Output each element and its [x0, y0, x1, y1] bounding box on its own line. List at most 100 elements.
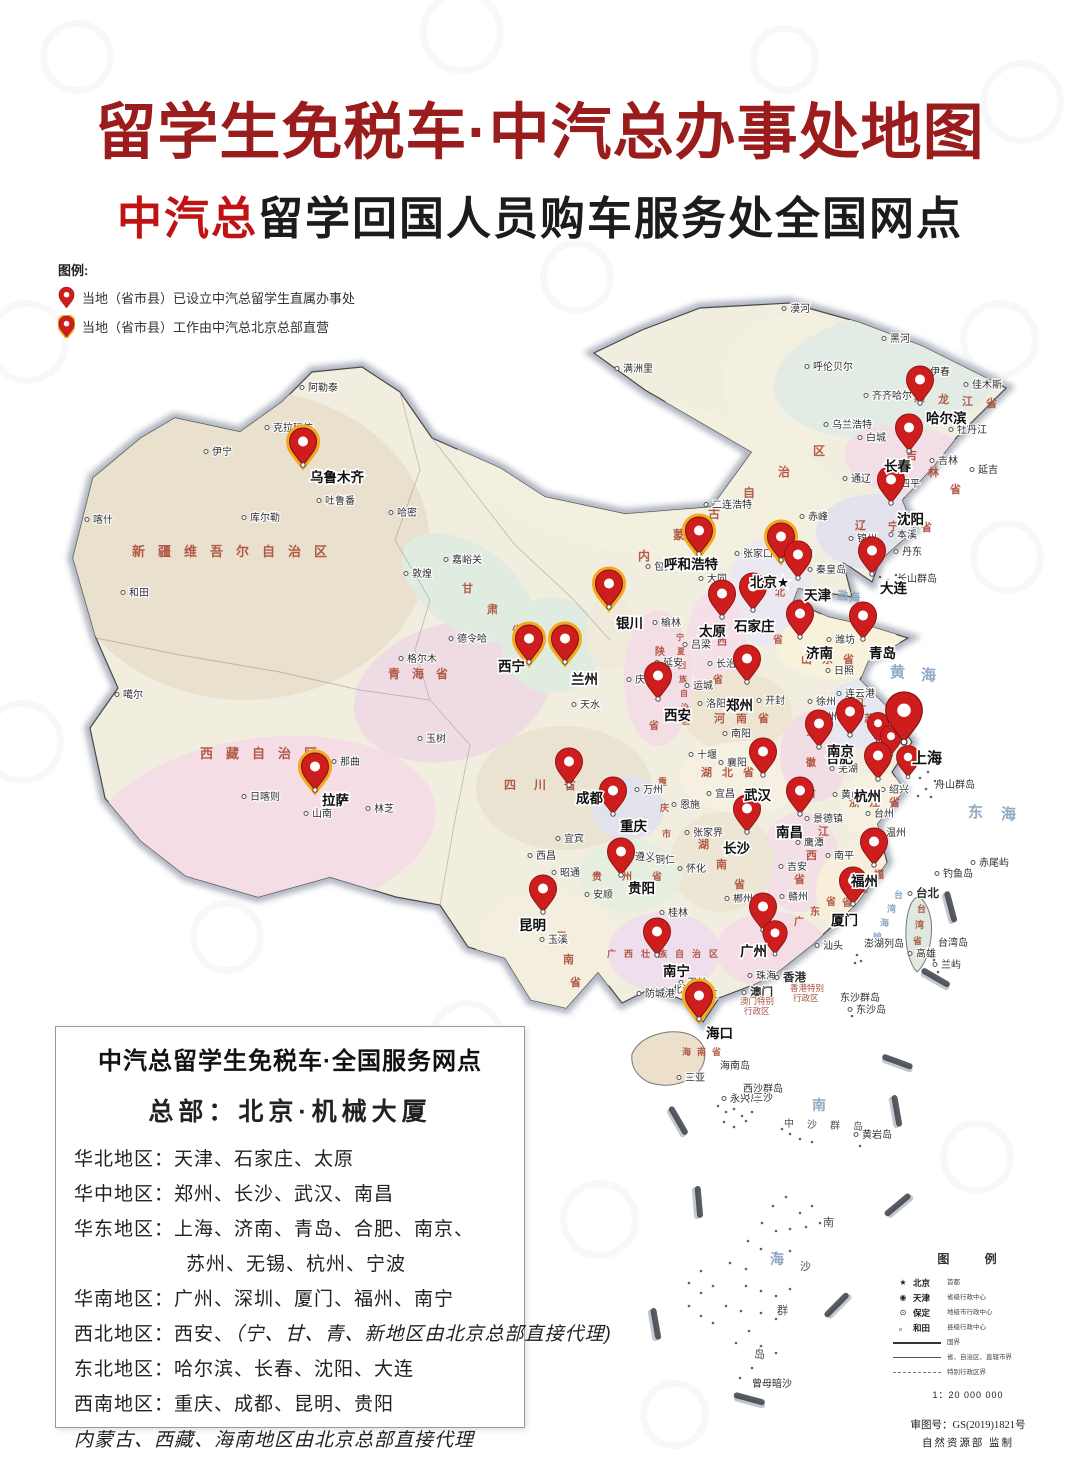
svg-text:省: 省: [949, 482, 961, 496]
svg-text:澳门特别: 澳门特别: [740, 996, 774, 1006]
svg-text:广: 广: [607, 948, 616, 959]
direct-office-pin[interactable]: [838, 866, 868, 907]
legend-title: 图例:: [58, 263, 89, 278]
direct-office-pin[interactable]: [785, 599, 815, 640]
direct-office-pin[interactable]: [783, 540, 813, 581]
city-dot: [963, 382, 969, 387]
city-label: 三沙: [753, 1092, 773, 1104]
subtitle-brand: 中汽总: [116, 194, 258, 244]
city-label: 西昌: [536, 850, 556, 862]
direct-office-pin[interactable]: [876, 465, 906, 506]
city-dot: [448, 636, 454, 641]
hq-office-pin[interactable]: [547, 621, 583, 668]
svg-text:新: 新: [132, 544, 145, 559]
city-dot: [781, 306, 787, 311]
svg-text:川: 川: [533, 778, 546, 792]
direct-office-pin[interactable]: [785, 776, 815, 817]
direct-office-pin[interactable]: [896, 745, 920, 780]
direct-office-pin[interactable]: [905, 365, 935, 406]
hq-office-pin[interactable]: [297, 749, 333, 796]
svg-text:南: 南: [716, 857, 727, 871]
direct-office-pin[interactable]: [528, 874, 558, 915]
city-dot: [203, 449, 209, 454]
office-pin-label: 南宁: [663, 963, 690, 979]
hq-office-pin[interactable]: [511, 621, 547, 668]
svg-text:南: 南: [697, 1046, 706, 1057]
city-label: 台北: [916, 886, 939, 900]
city-dot: [698, 576, 704, 581]
hq-office-pin[interactable]: [681, 978, 717, 1025]
direct-office-pin[interactable]: [554, 747, 584, 788]
city-dot: [684, 830, 690, 835]
direct-office-pin[interactable]: [863, 741, 893, 782]
direct-office-pin[interactable]: [732, 794, 762, 835]
direct-office-pin[interactable]: [859, 827, 889, 868]
city-label: 敦煌: [412, 567, 432, 580]
city-dot: [832, 792, 838, 797]
office-pin-label: 青岛: [869, 645, 896, 661]
city-dot: [241, 794, 247, 799]
region-name: 华南地区：: [74, 1289, 175, 1310]
svg-text:西: 西: [200, 746, 213, 761]
hq-office-pin[interactable]: [285, 424, 321, 471]
direct-office-pin[interactable]: [857, 536, 887, 577]
archipelago-labels: 中沙群岛南沙群岛: [754, 1117, 863, 1361]
direct-office-pin[interactable]: [606, 837, 636, 878]
direct-office-pin[interactable]: [894, 413, 924, 454]
direct-office-pin[interactable]: [835, 697, 865, 738]
direct-office-pin[interactable]: [804, 709, 834, 750]
region-name: 华东地区：: [74, 1219, 175, 1240]
pin-direct-icon: [58, 286, 75, 309]
svg-text:区: 区: [709, 949, 718, 959]
map-approval-number: 审图号：GS(2019)1821号: [910, 1420, 1026, 1431]
hq-office-pin[interactable]: [591, 566, 627, 613]
city-label: 通辽: [851, 473, 871, 485]
city-dot: [584, 892, 590, 897]
direct-office-pin[interactable]: [732, 644, 762, 685]
direct-office-pin[interactable]: [642, 917, 672, 958]
city-dot: [857, 435, 863, 440]
city-dot: [718, 760, 724, 765]
city-dot: [636, 991, 642, 996]
legend-item-label: 当地（省市县）已设立中汽总留学生直属办事处: [82, 291, 356, 306]
city-label: 防城港: [645, 987, 675, 1000]
office-pin-label: 郑州: [726, 697, 753, 713]
city-label: 吕梁: [691, 638, 711, 651]
cartographic-legend-title: 图 例: [937, 1252, 1013, 1266]
map-producer: 自然资源部 监制: [921, 1438, 1015, 1449]
direct-office-pin[interactable]: [885, 691, 923, 746]
city-label: 海南岛: [720, 1059, 750, 1072]
direct-office-pin[interactable]: [748, 737, 778, 778]
svg-text:省: 省: [651, 870, 662, 883]
direct-office-pin[interactable]: [848, 601, 878, 642]
direct-office-pin[interactable]: [707, 579, 737, 620]
direct-office-pin[interactable]: [643, 661, 673, 702]
direct-office-pin[interactable]: [762, 920, 788, 957]
city-label: 库尔勒: [250, 511, 280, 524]
direct-office-pin[interactable]: [598, 776, 628, 817]
office-pin-label: 南京: [827, 743, 854, 759]
svg-text:徽: 徽: [805, 756, 817, 769]
city-label: 徐州: [816, 695, 836, 708]
city-dot: [703, 502, 709, 507]
hq-office-pin[interactable]: [681, 513, 717, 560]
svg-text:云: 云: [556, 930, 567, 943]
city-dot: [744, 1095, 750, 1100]
city-label: 长山群岛: [897, 572, 937, 585]
city-dot: [365, 806, 371, 811]
city-dot: [863, 393, 869, 398]
info-box-note: 内蒙古、西藏、海南地区由北京总部直接代理: [74, 1430, 475, 1451]
svg-text:省: 省: [733, 877, 745, 891]
svg-text:省: 省: [985, 396, 997, 410]
svg-text:台: 台: [917, 903, 926, 914]
region-cities: 郑州、长沙、武汉、南昌: [174, 1184, 395, 1205]
svg-text:自: 自: [680, 688, 688, 698]
svg-text:渤: 渤: [837, 588, 848, 602]
city-label: 黑河: [890, 333, 910, 345]
direct-office-pin[interactable]: [738, 572, 768, 613]
svg-text:省: 省: [742, 765, 754, 779]
city-label: 三亚: [685, 1073, 705, 1084]
office-pin-label: 拉萨: [322, 792, 349, 808]
city-dot: [969, 467, 975, 472]
city-label: 温州: [886, 827, 906, 839]
